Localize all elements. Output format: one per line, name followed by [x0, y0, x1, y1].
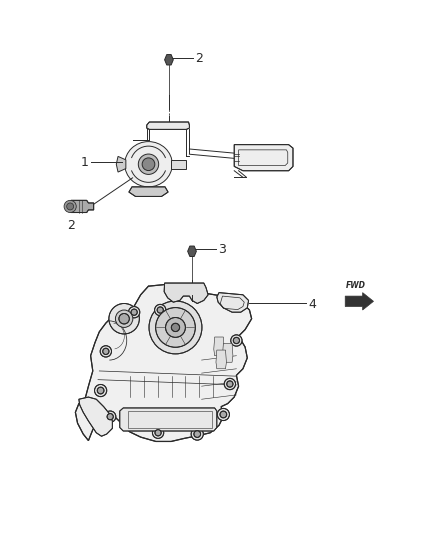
Polygon shape: [345, 293, 374, 310]
Circle shape: [142, 158, 155, 171]
Circle shape: [194, 431, 201, 438]
Text: 4: 4: [308, 298, 316, 311]
Polygon shape: [234, 144, 293, 171]
Text: 1: 1: [81, 156, 88, 168]
Circle shape: [100, 346, 112, 357]
Text: 2: 2: [67, 219, 75, 232]
Circle shape: [155, 304, 166, 316]
Polygon shape: [129, 187, 168, 197]
Circle shape: [217, 408, 230, 421]
Polygon shape: [165, 54, 173, 65]
Circle shape: [166, 318, 185, 337]
Polygon shape: [164, 283, 208, 303]
Polygon shape: [187, 246, 196, 256]
Polygon shape: [214, 337, 224, 356]
Polygon shape: [79, 397, 113, 436]
Polygon shape: [147, 122, 189, 130]
Circle shape: [155, 308, 195, 348]
Circle shape: [220, 411, 227, 418]
Circle shape: [231, 335, 242, 346]
Circle shape: [107, 414, 113, 420]
Circle shape: [155, 430, 161, 436]
Circle shape: [131, 309, 137, 316]
Polygon shape: [171, 160, 186, 168]
Circle shape: [109, 303, 139, 334]
Circle shape: [116, 310, 133, 327]
Circle shape: [191, 428, 203, 440]
Polygon shape: [217, 293, 249, 312]
Text: 2: 2: [195, 52, 203, 65]
Circle shape: [227, 381, 233, 387]
Circle shape: [152, 427, 164, 439]
Polygon shape: [116, 156, 126, 172]
Circle shape: [233, 337, 240, 344]
Polygon shape: [71, 200, 94, 213]
Polygon shape: [120, 408, 217, 431]
Circle shape: [138, 154, 159, 174]
Circle shape: [67, 203, 74, 210]
Circle shape: [157, 307, 163, 313]
Ellipse shape: [125, 142, 172, 187]
Polygon shape: [216, 350, 226, 369]
Circle shape: [64, 200, 76, 213]
Text: 3: 3: [218, 244, 226, 256]
Circle shape: [105, 411, 116, 422]
Circle shape: [119, 313, 129, 324]
Circle shape: [97, 387, 104, 394]
Circle shape: [103, 348, 109, 354]
Circle shape: [224, 378, 236, 390]
Polygon shape: [223, 344, 233, 362]
Circle shape: [128, 306, 140, 318]
Polygon shape: [75, 284, 252, 441]
Circle shape: [149, 301, 202, 354]
Circle shape: [171, 324, 180, 332]
Circle shape: [95, 384, 107, 397]
Text: FWD: FWD: [346, 281, 366, 290]
